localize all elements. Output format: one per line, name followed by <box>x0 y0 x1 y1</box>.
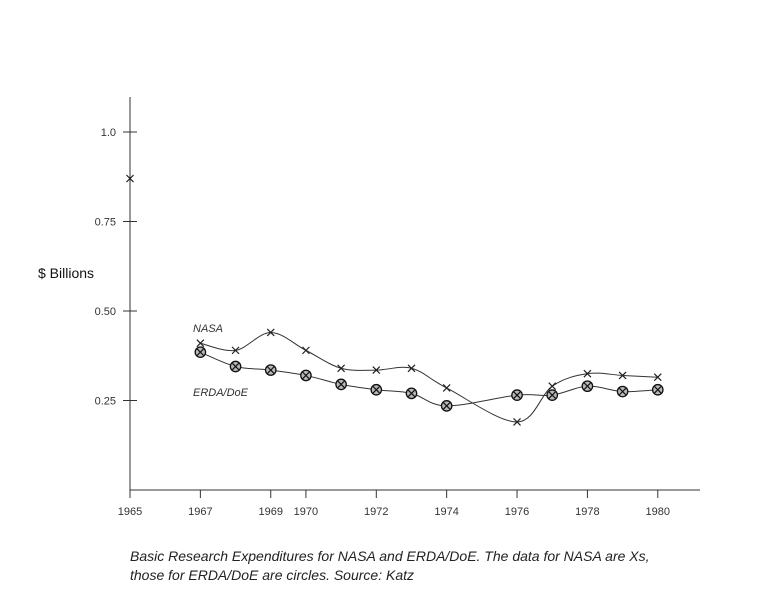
x-marker-stroke <box>407 364 416 373</box>
x-marker-stroke <box>196 339 205 348</box>
x-marker-stroke <box>548 382 557 391</box>
nasa-series-label: NASA <box>193 323 223 335</box>
x-marker-stroke <box>231 346 240 355</box>
erda-doe-point <box>300 369 312 382</box>
erda-doe-point <box>581 380 594 393</box>
circle-marker-cross <box>618 387 627 396</box>
erda-doe-point <box>335 378 347 391</box>
x-axis-ticks: 1965 1967 1969 1970 1972 1974 1976 1978 1980 <box>118 490 670 518</box>
nasa-point <box>653 373 662 382</box>
erda-doe-point <box>546 389 559 401</box>
expenditures-chart: 1965 1967 1969 1970 1972 1974 1976 1978 1980 1.0… <box>38 97 700 518</box>
circle-marker-cross <box>267 366 275 374</box>
erda-doe-point <box>440 400 453 412</box>
nasa-point <box>548 382 557 391</box>
nasa-point <box>442 384 451 392</box>
nasa-point <box>407 364 416 373</box>
x-marker-stroke <box>653 373 662 382</box>
y-tick-label: 0.75 <box>95 217 116 229</box>
x-tick-label: 1974 <box>434 506 458 518</box>
circle-marker-cross <box>654 386 662 394</box>
circle-marker-cross <box>196 348 204 356</box>
erda-doe-point <box>264 364 277 376</box>
chart-axes <box>129 97 700 491</box>
x-marker-stroke <box>618 371 627 380</box>
erda-doe-point <box>651 383 664 396</box>
series-lines <box>200 331 658 423</box>
y-tick-label: 1.0 <box>101 127 116 139</box>
circle-marker-cross <box>407 389 416 397</box>
erda-doe-point <box>370 383 383 396</box>
circle-marker-cross <box>443 402 451 410</box>
circle-marker-cross <box>337 380 345 389</box>
x-marker-stroke <box>266 328 275 337</box>
nasa-point <box>231 346 240 355</box>
erda-doe-line <box>200 351 658 407</box>
erda-doe-point <box>229 360 242 373</box>
x-marker-stroke <box>513 418 521 426</box>
y-axis-label: $ Billions <box>38 265 94 281</box>
y-tick-label: 0.25 <box>95 396 116 408</box>
circle-marker-cross <box>513 391 521 399</box>
erda-doe-point <box>194 346 207 359</box>
x-tick-label: 1978 <box>575 506 599 518</box>
x-tick-label: 1976 <box>505 506 529 518</box>
x-tick-label: 1969 <box>258 506 282 518</box>
nasa-point <box>196 339 205 348</box>
series-markers <box>126 174 664 426</box>
x-tick-label: 1980 <box>646 506 670 518</box>
circle-marker-cross <box>548 391 556 399</box>
x-marker-stroke <box>337 364 346 373</box>
nasa-point <box>618 371 627 380</box>
erda-doe-point <box>405 387 418 400</box>
nasa-point <box>302 346 310 355</box>
erda-doe-point <box>616 385 629 398</box>
x-marker-stroke <box>372 366 381 374</box>
nasa-point <box>372 366 381 374</box>
nasa-point <box>126 174 134 183</box>
erda-series-label: ERDA/DoE <box>193 387 249 399</box>
circle-marker-cross <box>231 362 240 371</box>
x-marker-stroke <box>126 174 134 183</box>
nasa-point <box>266 328 275 337</box>
x-tick-label: 1972 <box>364 506 388 518</box>
figure-caption: Basic Research Expenditures for NASA and… <box>130 547 750 585</box>
circle-marker-cross <box>372 386 380 394</box>
x-marker-stroke <box>442 384 451 392</box>
circle-marker-cross <box>302 371 310 380</box>
x-tick-label: 1970 <box>294 506 318 518</box>
y-axis-ticks: 1.0 0.75 0.50 0.25 <box>95 127 137 408</box>
x-tick-label: 1967 <box>188 506 212 518</box>
y-tick-label: 0.50 <box>95 306 116 318</box>
erda-doe-point <box>511 389 523 401</box>
circle-marker-cross <box>583 382 592 390</box>
nasa-line <box>200 331 658 423</box>
caption-line-2: those for ERDA/DoE are circles. Source: … <box>130 567 414 583</box>
nasa-point <box>337 364 346 373</box>
nasa-point <box>583 369 592 378</box>
caption-line-1: Basic Research Expenditures for NASA and… <box>130 548 650 564</box>
x-tick-label: 1965 <box>118 506 142 518</box>
nasa-point <box>513 418 521 426</box>
x-marker-stroke <box>583 369 592 378</box>
x-marker-stroke <box>302 346 310 355</box>
